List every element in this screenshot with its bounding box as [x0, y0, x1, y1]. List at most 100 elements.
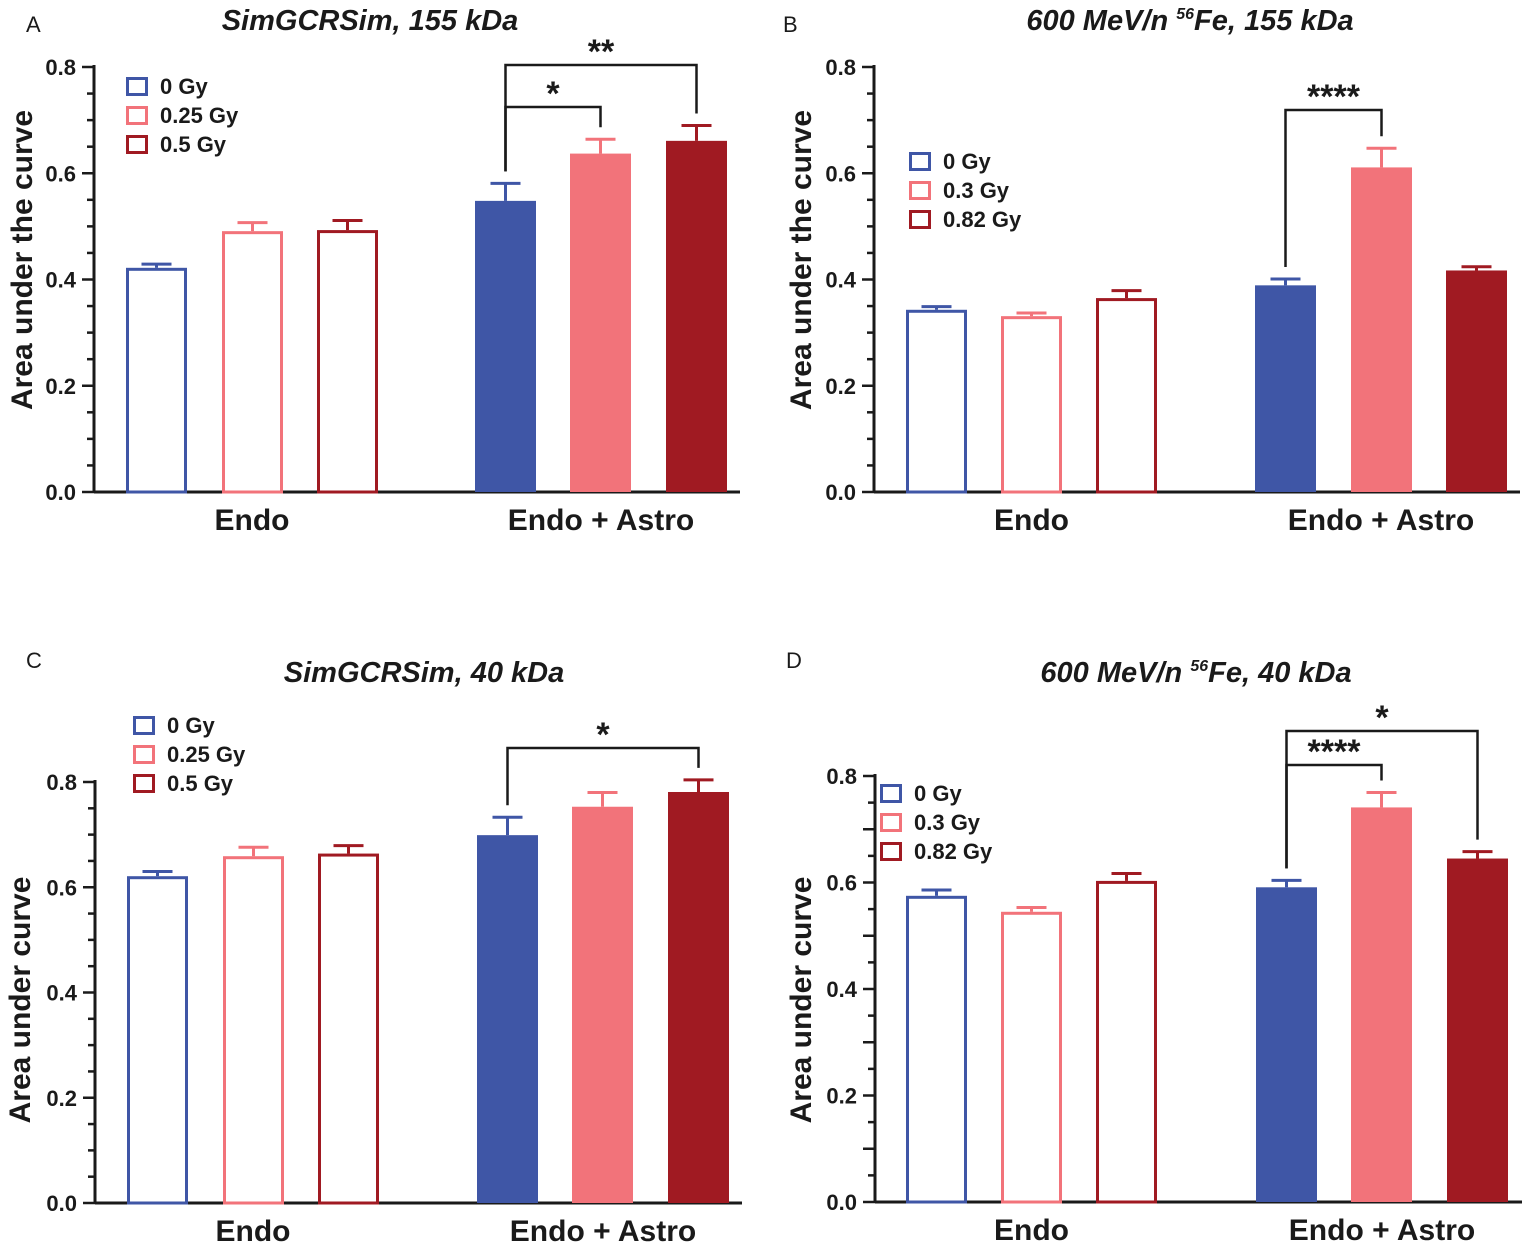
panel-title: 600 MeV/n 56Fe, 40 kDa: [1040, 657, 1351, 689]
legend-swatch: [880, 842, 902, 861]
y-tick-label: 0.2: [825, 374, 856, 399]
bar: [1096, 298, 1157, 494]
panel-title: SimGCRSim, 155 kDa: [222, 5, 519, 37]
x-category-label: Endo + Astro: [1288, 504, 1474, 537]
title-main: 600 MeV/n: [1040, 657, 1190, 689]
y-tick-label: 0.8: [46, 770, 77, 795]
legend-label: 0 Gy: [167, 713, 215, 738]
legend-label: 0.3 Gy: [914, 810, 981, 835]
panel-b: B 600 MeV/n 56Fe, 155 kDa Area under the c…: [783, 5, 1520, 537]
significance-bracket: [1284, 108, 1383, 267]
legend-label: 0.25 Gy: [167, 742, 246, 767]
significance-label: ****: [1308, 733, 1362, 771]
title-main: SimGCRSim, 40 kDa: [284, 657, 564, 689]
y-tick-label: 0.4: [826, 977, 857, 1002]
legend-label: 0.5 Gy: [167, 771, 234, 796]
bar: [1256, 887, 1317, 1202]
bar: [1446, 270, 1507, 492]
title-superscript: 56: [1176, 6, 1194, 23]
bar: [477, 835, 538, 1203]
y-tick-label: 0.0: [45, 480, 76, 505]
legend-label: 0 Gy: [160, 74, 208, 99]
y-tick-label: 0.4: [46, 981, 77, 1006]
y-tick-label: 0.6: [825, 161, 856, 186]
y-tick-label: 0.6: [45, 161, 76, 186]
y-tick-label: 0.8: [825, 55, 856, 80]
panel-letter: C: [26, 648, 42, 673]
y-axis-label: Area under curve: [785, 877, 818, 1124]
y-tick-label: 0.2: [45, 374, 76, 399]
panel-title: SimGCRSim, 40 kDa: [284, 657, 564, 689]
x-category-label: Endo: [994, 504, 1069, 537]
x-category-label: Endo + Astro: [1289, 1214, 1475, 1247]
bar: [570, 153, 631, 492]
title-main: 600 MeV/n: [1026, 5, 1176, 37]
legend-swatch: [133, 774, 155, 793]
title-rest: Fe, 155 kDa: [1194, 5, 1354, 37]
legend-swatch: [909, 152, 931, 171]
legend-swatch: [880, 784, 902, 803]
panel-d: D 600 MeV/n 56Fe, 40 kDa Area under curve 0…: [785, 648, 1522, 1247]
bar: [1096, 880, 1157, 1204]
bar: [223, 856, 284, 1205]
bar: [475, 200, 536, 492]
x-category-label: Endo + Astro: [508, 504, 694, 537]
y-tick-label: 0.4: [45, 268, 76, 293]
y-tick-label: 0.4: [825, 268, 856, 293]
y-axis-label: Area under the curve: [785, 110, 818, 410]
significance-label: ****: [1307, 78, 1361, 116]
y-axis-label: Area under the curve: [6, 110, 39, 410]
panel-letter: B: [783, 12, 798, 37]
x-category-label: Endo: [216, 1215, 291, 1248]
legend-label: 0 Gy: [914, 781, 962, 806]
panel-c: C SimGCRSim, 40 kDa Area under curve 0.0 0.2…: [4, 648, 742, 1248]
x-category-label: Endo + Astro: [510, 1215, 696, 1248]
bar: [1001, 911, 1062, 1204]
significance-label: *: [546, 75, 560, 113]
bar: [906, 309, 967, 494]
bar: [1351, 167, 1412, 492]
bar: [1351, 807, 1412, 1202]
y-axis-label: Area under curve: [4, 877, 37, 1124]
bar: [906, 895, 967, 1204]
legend-swatch: [909, 210, 931, 229]
title-main: SimGCRSim, 155 kDa: [222, 5, 519, 37]
legend-label: 0.25 Gy: [160, 103, 239, 128]
y-tick-label: 0.0: [826, 1190, 857, 1215]
legend-label: 0 Gy: [943, 149, 991, 174]
bar: [317, 230, 378, 494]
legend-label: 0.82 Gy: [914, 839, 993, 864]
panel-letter: D: [786, 648, 802, 673]
y-tick-label: 0.0: [825, 480, 856, 505]
bar: [668, 791, 729, 1203]
y-tick-label: 0.2: [826, 1084, 857, 1109]
x-category-label: Endo: [215, 504, 290, 537]
significance-label: *: [1375, 699, 1389, 737]
bar: [127, 876, 188, 1205]
bar: [1001, 316, 1062, 494]
legend-swatch: [126, 77, 148, 96]
bar: [126, 267, 187, 494]
panel-letter: A: [26, 12, 41, 37]
bar: [666, 140, 727, 492]
title-superscript: 56: [1190, 658, 1208, 675]
bar: [1447, 858, 1508, 1202]
y-tick-label: 0.8: [45, 55, 76, 80]
bar: [1255, 285, 1316, 492]
legend-swatch: [909, 181, 931, 200]
x-category-label: Endo: [994, 1214, 1069, 1247]
legend-label: 0.82 Gy: [943, 207, 1022, 232]
bar: [572, 806, 633, 1203]
legend-swatch: [880, 813, 902, 832]
y-tick-label: 0.2: [46, 1086, 77, 1111]
significance-bracket: [504, 63, 698, 172]
legend-swatch: [133, 745, 155, 764]
significance-label: **: [588, 33, 615, 71]
legend-swatch: [133, 716, 155, 735]
legend-label: 0.3 Gy: [943, 178, 1010, 203]
title-rest: Fe, 40 kDa: [1208, 657, 1351, 689]
y-tick-label: 0.8: [826, 764, 857, 789]
legend-label: 0.5 Gy: [160, 132, 227, 157]
